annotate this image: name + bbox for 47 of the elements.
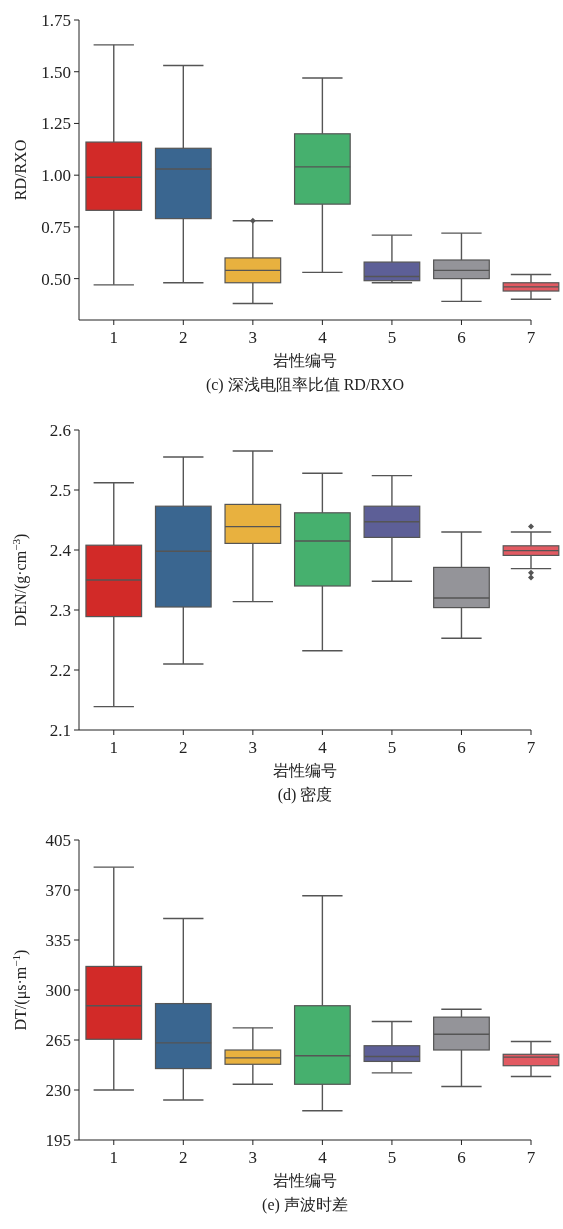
y-tick-label: 2.2 [49,661,71,680]
x-tick-label: 4 [318,328,328,347]
y-tick-label: 195 [45,1131,71,1150]
x-tick-label: 3 [248,328,258,347]
y-tick-label: 335 [45,931,71,950]
x-axis-title: 岩性编号 [273,762,337,779]
y-tick-label: 1.25 [41,114,71,134]
x-tick-label: 1 [109,328,119,347]
y-tick-label: 2.1 [49,721,71,740]
y-tick-label: 405 [45,831,71,850]
text: (e) 声波时差 [262,1196,348,1214]
x-axis-title: 岩性编号 [273,352,337,369]
x-axis-title: 岩性编号 [273,1172,337,1189]
y-tick-label: 300 [45,981,71,1000]
y-tick-label: 2.4 [49,541,72,560]
x-tick-label: 7 [526,738,536,757]
x-tick-label: 2 [179,1148,188,1167]
y-tick-label: 370 [45,881,71,900]
y-tick-label: 1.75 [41,11,71,30]
x-tick-label: 3 [248,1148,258,1167]
x-tick-label: 7 [526,328,536,347]
y-tick-label: 2.3 [49,601,71,620]
y-tick-label: 0.75 [41,217,71,237]
y-tick-label: 2.5 [49,481,71,500]
x-tick-label: 3 [248,738,258,757]
text: (c) 深浅电阻率比值 RD/RXO [205,376,405,394]
x-tick-label: 5 [387,738,397,757]
y-tick-label: 1.50 [41,62,71,82]
y-tick-label: 1.00 [41,166,71,186]
x-tick-label: 2 [179,328,188,347]
y-axis-title: RD/RXO [12,139,29,201]
x-tick-label: 5 [387,328,397,347]
x-tick-label: 1 [109,1148,119,1167]
x-tick-label: 4 [318,1148,328,1167]
x-tick-label: 1 [109,738,119,757]
text: (d) 密度 [277,786,333,804]
y-tick-label: 0.50 [41,269,71,289]
x-tick-label: 2 [179,738,188,757]
y-tick-label: 265 [45,1031,71,1050]
x-tick-label: 6 [457,328,466,347]
x-tick-label: 6 [457,738,466,757]
y-tick-label: 230 [45,1081,71,1100]
x-tick-label: 4 [318,738,328,757]
x-tick-label: 7 [526,1148,536,1167]
x-tick-label: 6 [457,1148,466,1167]
x-tick-label: 5 [387,1148,397,1167]
y-tick-label: 2.6 [49,421,71,440]
